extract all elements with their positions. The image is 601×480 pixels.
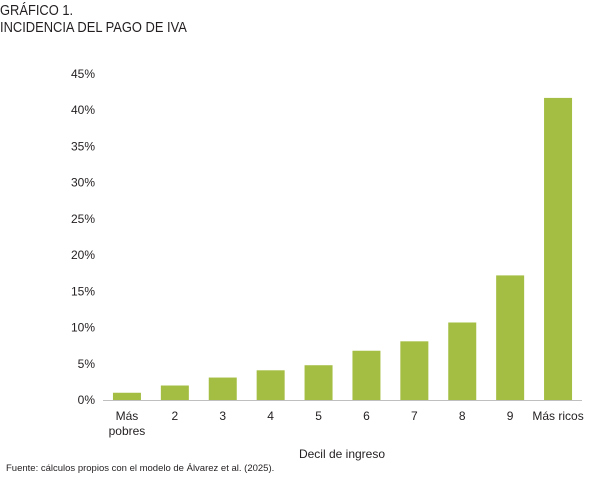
x-tick-label: 9 [507,409,514,423]
y-tick-label: 20% [71,248,95,262]
bar [256,370,285,400]
chart-title-line-1: GRÁFICO 1. [0,2,74,19]
y-tick-label: 30% [71,176,95,190]
bar [496,275,525,400]
bar [304,365,333,400]
x-tick-label: 3 [219,409,226,423]
y-tick-label: 40% [71,103,95,117]
x-tick-label: 2 [172,409,179,423]
bars [112,97,573,400]
bar [112,392,141,400]
bar [400,341,429,400]
x-tick-label: 6 [363,409,370,423]
x-tick-label: pobres [109,424,146,438]
x-tick-label: Más ricos [532,409,583,423]
bar [160,385,189,400]
x-tick-label: Más [116,409,139,423]
y-tick-label: 25% [71,212,95,226]
bar [352,350,381,400]
chart-title: GRÁFICO 1. INCIDENCIA DEL PAGO DE IVA [0,2,187,36]
x-tick-label: 5 [315,409,322,423]
x-tick-label: 4 [267,409,274,423]
chart-title-line-2: INCIDENCIA DEL PAGO DE IVA [0,19,187,36]
y-axis: 0% 5% 10% 15% 20% 25% 30% 35% 40% 45% [71,67,95,407]
y-tick-label: 15% [71,284,95,298]
x-tick-label: 7 [411,409,418,423]
x-axis-title: Decil de ingreso [299,447,385,461]
y-tick-label: 5% [78,357,96,371]
source-note: Fuente: cálculos propios con el modelo d… [6,463,275,474]
y-tick-label: 35% [71,139,95,153]
bar [448,322,477,400]
y-tick-label: 45% [71,67,95,81]
y-tick-label: 10% [71,321,95,335]
x-tick-label: 8 [459,409,466,423]
bar [208,377,237,400]
bar [544,97,573,400]
y-tick-label: 0% [78,393,96,407]
